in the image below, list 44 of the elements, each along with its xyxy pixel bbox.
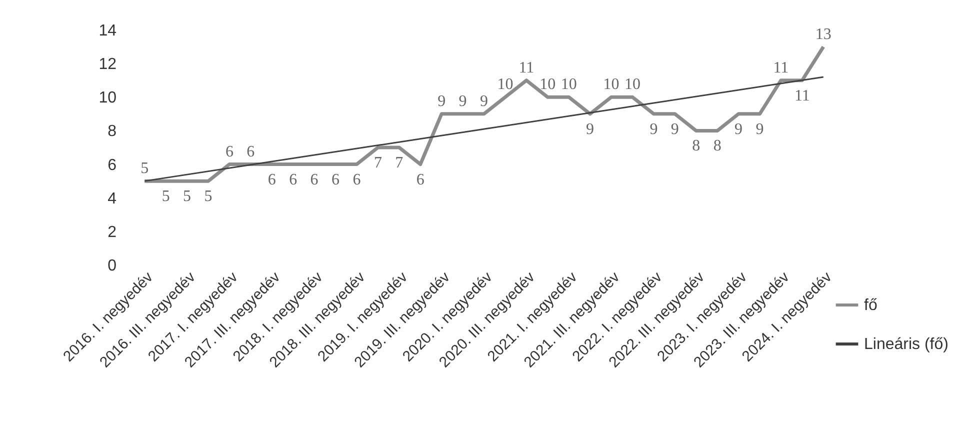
data-label: 9	[650, 120, 658, 138]
line-series	[142, 45, 826, 183]
data-label: 5	[140, 160, 149, 178]
data-label: 6	[332, 171, 340, 188]
data-label: 10	[540, 76, 556, 94]
y-tick-label: 14	[98, 22, 117, 40]
data-label: 10	[560, 76, 577, 94]
data-label: 8	[713, 138, 722, 155]
data-label: 6	[289, 171, 298, 188]
data-label: 6	[246, 143, 255, 160]
data-label: 10	[603, 76, 620, 94]
data-label: 11	[794, 87, 810, 104]
data-label: 9	[670, 120, 679, 138]
data-label: 5	[183, 188, 192, 206]
data-label: 7	[374, 154, 382, 172]
data-label: 9	[756, 120, 764, 138]
legend-label: fő	[864, 297, 878, 314]
data-label: 5	[204, 188, 212, 206]
data-label: 6	[225, 143, 234, 160]
data-label: 9	[734, 120, 743, 138]
y-tick-label: 10	[98, 90, 117, 107]
data-label: 11	[518, 59, 534, 76]
data-label: 5	[162, 188, 170, 206]
data-label: 6	[352, 171, 361, 188]
data-label: 9	[438, 92, 446, 110]
data-label: 6	[416, 171, 424, 188]
y-tick-label: 2	[108, 224, 117, 241]
y-tick-label: 6	[108, 156, 117, 174]
y-tick-label: 0	[108, 258, 117, 274]
data-label: 7	[395, 154, 404, 172]
data-label: 6	[310, 171, 318, 188]
data-label: 9	[586, 120, 594, 138]
data-label: 10	[624, 76, 640, 94]
y-tick-label: 4	[108, 190, 117, 208]
data-label: 11	[773, 59, 789, 76]
y-tick-label: 12	[98, 56, 117, 74]
y-tick-label: 8	[108, 123, 117, 140]
data-label: 10	[497, 76, 514, 94]
data-label: 13	[815, 26, 832, 43]
data-label: 9	[480, 92, 488, 110]
data-label: 9	[458, 92, 467, 110]
data-label: 8	[692, 138, 700, 155]
legend-label: Lineáris (fő)	[864, 336, 948, 353]
data-label: 6	[268, 171, 276, 188]
